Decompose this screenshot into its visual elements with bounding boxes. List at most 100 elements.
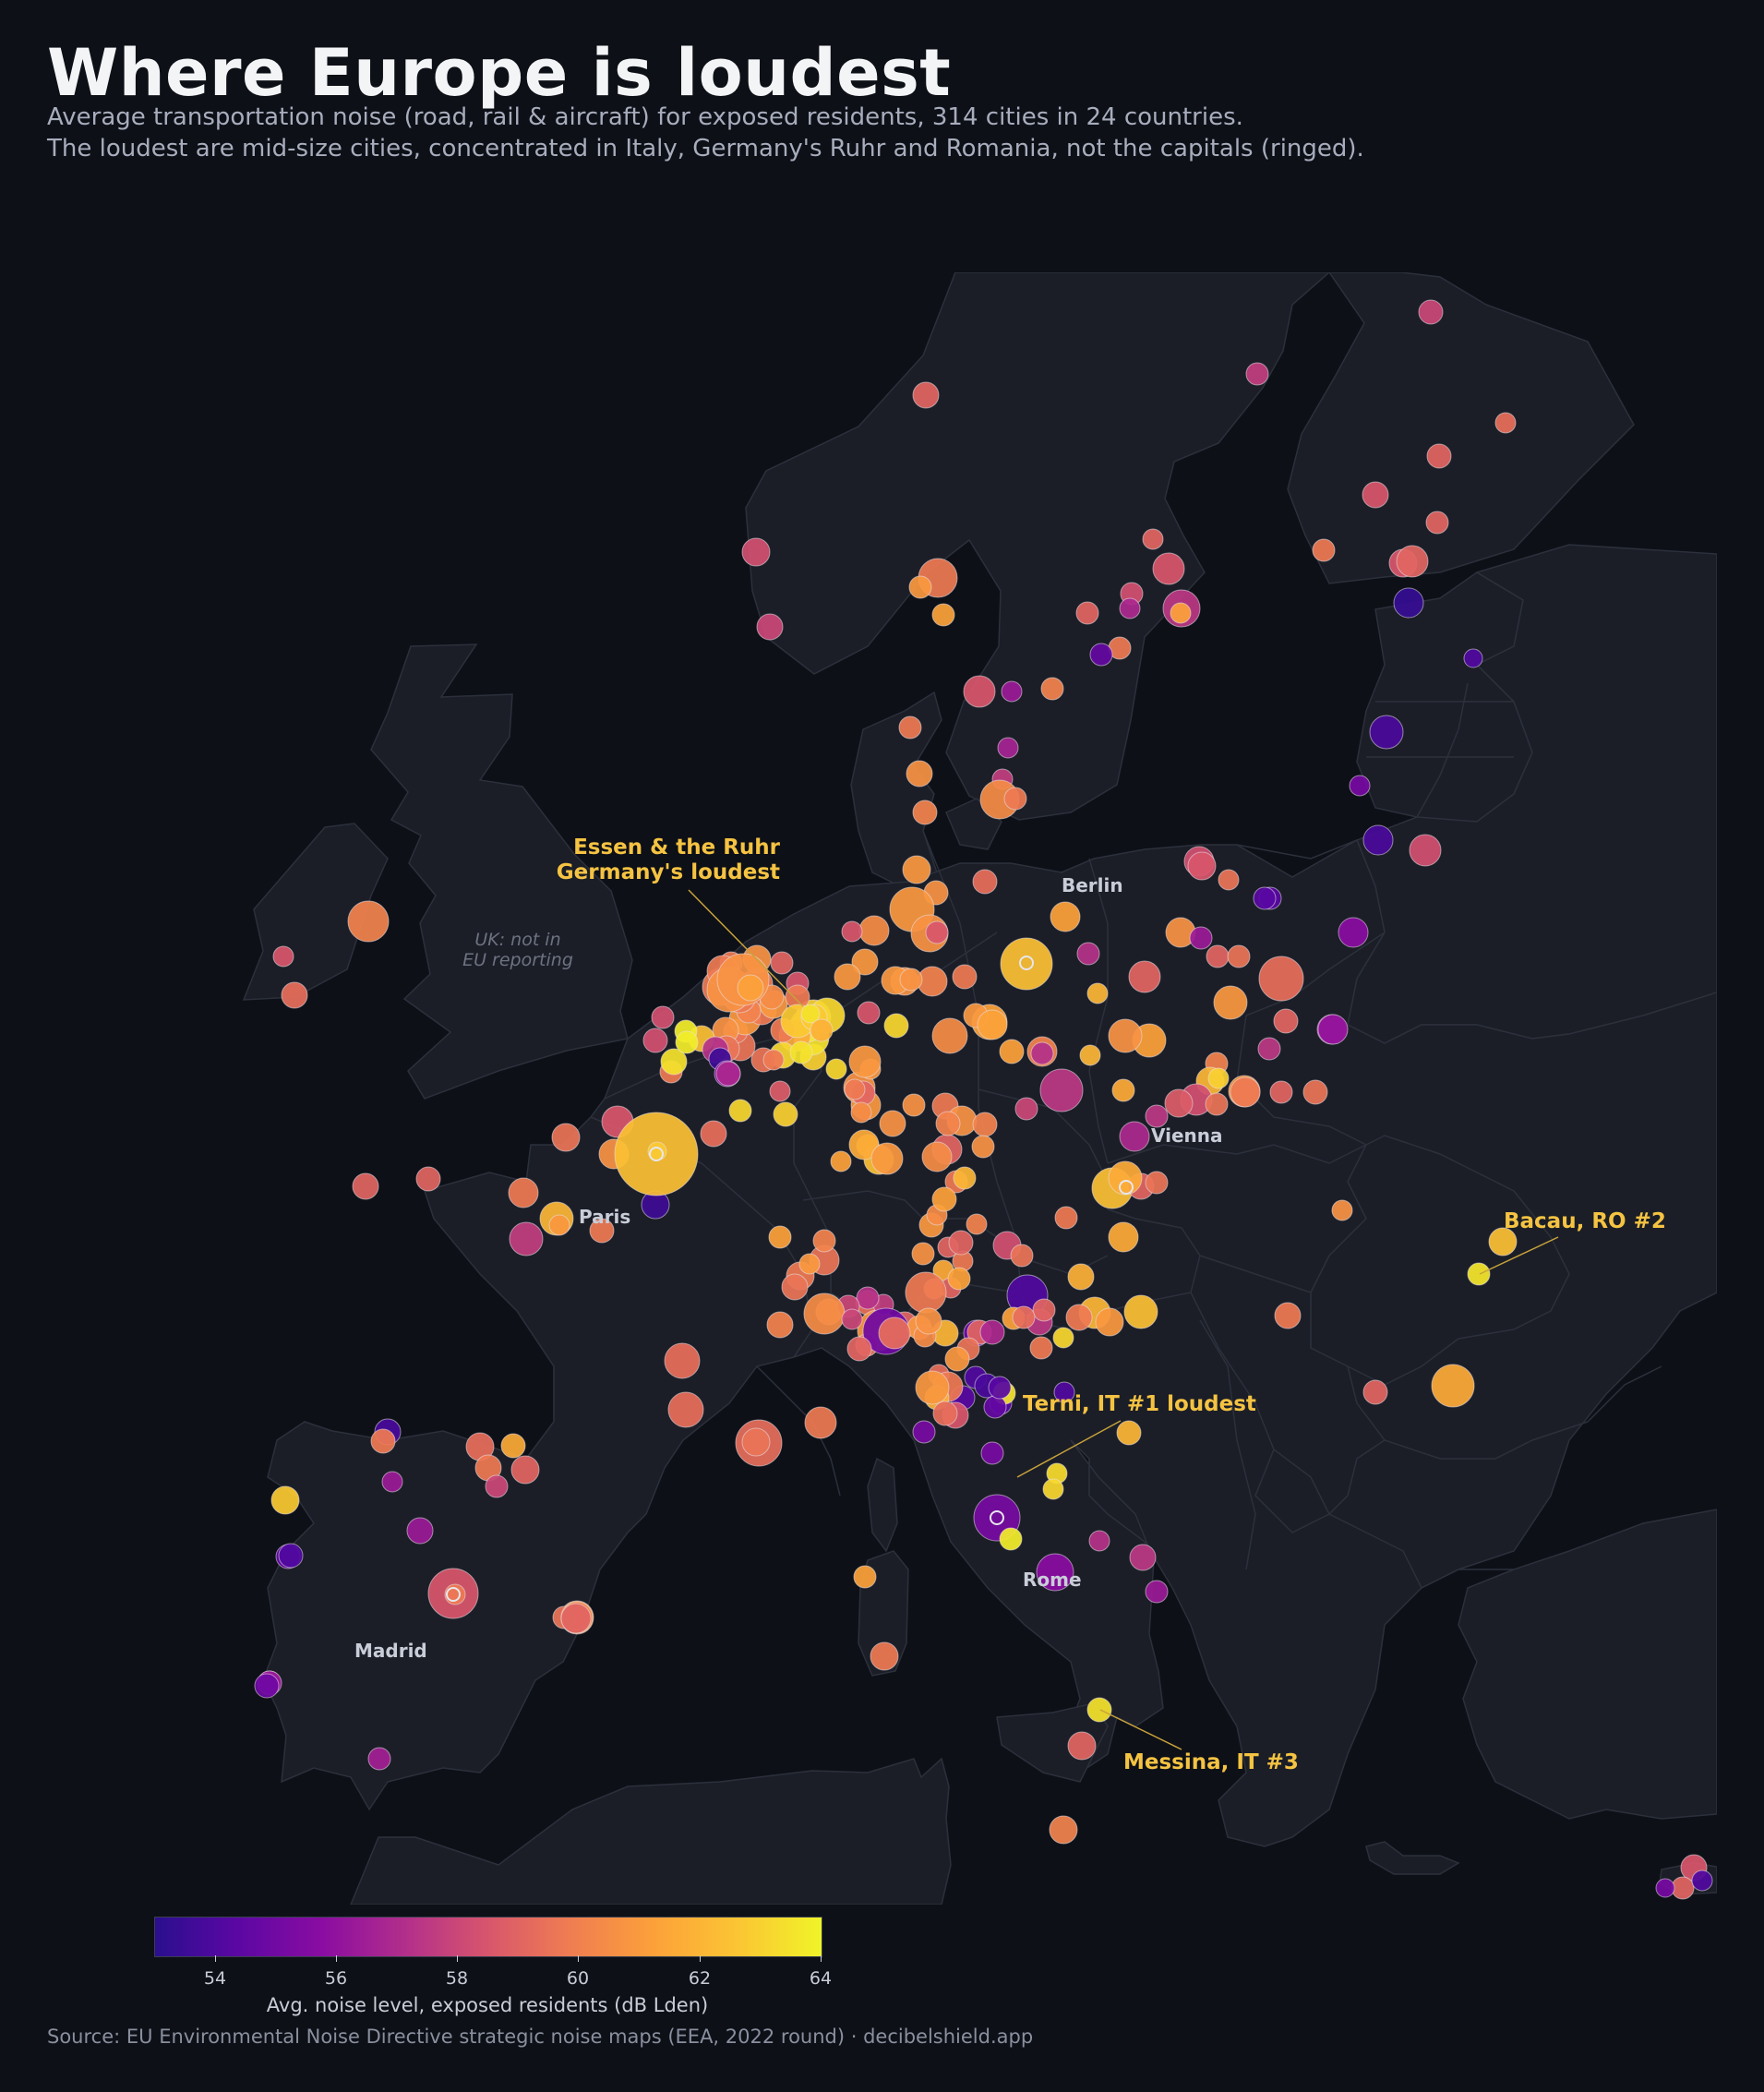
city-point bbox=[902, 1093, 926, 1117]
city-point bbox=[925, 920, 949, 944]
city-point bbox=[803, 1292, 846, 1335]
subtitle-line-2: The loudest are mid-size cities, concent… bbox=[47, 135, 1364, 162]
city-point bbox=[370, 1428, 396, 1454]
city-point bbox=[834, 963, 861, 991]
city-point bbox=[972, 1112, 998, 1137]
city-point bbox=[1207, 1067, 1230, 1089]
city-point bbox=[789, 1040, 813, 1064]
city-point bbox=[1418, 299, 1444, 325]
city-point bbox=[1227, 944, 1251, 968]
city-point bbox=[908, 575, 932, 599]
city-point bbox=[1119, 597, 1141, 619]
city-point bbox=[551, 1123, 581, 1152]
city-point bbox=[509, 1221, 544, 1256]
city-point bbox=[510, 1455, 540, 1485]
city-point bbox=[367, 1747, 391, 1771]
city-point bbox=[770, 951, 794, 975]
city-point bbox=[1067, 1731, 1097, 1761]
city-point bbox=[1245, 362, 1269, 386]
annotation-ruhr-line-1: Essen & the Ruhr bbox=[573, 836, 781, 860]
city-point bbox=[905, 1271, 947, 1314]
source-note: Source: EU Environmental Noise Directive… bbox=[47, 2026, 1034, 2048]
city-point bbox=[1258, 956, 1304, 1002]
city-point bbox=[660, 1048, 688, 1076]
city-point bbox=[870, 1142, 904, 1175]
colorbar-tick-label: 54 bbox=[203, 1968, 227, 1989]
city-point bbox=[589, 1218, 615, 1244]
city-point bbox=[1108, 1221, 1139, 1253]
city-point bbox=[1317, 1014, 1349, 1045]
city-point bbox=[851, 948, 879, 976]
city-point bbox=[1206, 944, 1230, 968]
city-point bbox=[1089, 643, 1113, 667]
city-point bbox=[675, 1030, 699, 1054]
city-point bbox=[1431, 1364, 1475, 1408]
city-point bbox=[879, 1110, 906, 1137]
land-sicily bbox=[996, 1702, 1109, 1783]
city-point bbox=[1142, 528, 1164, 550]
city-point bbox=[932, 1401, 958, 1426]
city-point bbox=[1369, 715, 1404, 750]
land-layer bbox=[242, 272, 1717, 1905]
capital-ring bbox=[1119, 1180, 1134, 1195]
city-point bbox=[1691, 1870, 1713, 1892]
city-point bbox=[1145, 1171, 1169, 1195]
city-point bbox=[979, 1319, 1005, 1345]
uk-note-line-2: EU reporting bbox=[462, 950, 573, 970]
city-point bbox=[741, 537, 771, 567]
land-scandinavia bbox=[745, 272, 1331, 821]
subtitle-line-1: Average transportation noise (road, rail… bbox=[47, 103, 1243, 131]
city-point bbox=[963, 675, 996, 708]
city-point bbox=[912, 1420, 936, 1444]
city-point bbox=[1086, 982, 1109, 1004]
annotation-ruhr-line-2: Germany's loudest bbox=[557, 860, 780, 884]
city-point bbox=[1331, 1199, 1353, 1221]
city-point bbox=[1010, 1244, 1034, 1268]
city-point bbox=[804, 1406, 837, 1439]
land-corsica bbox=[867, 1457, 898, 1553]
colorbar-tick-label: 58 bbox=[445, 1968, 469, 1989]
city-point bbox=[878, 1317, 911, 1350]
city-point bbox=[1230, 1076, 1261, 1108]
city-point bbox=[381, 1471, 403, 1493]
city-point bbox=[850, 1101, 872, 1124]
city-point bbox=[1253, 886, 1277, 910]
city-point bbox=[870, 1641, 899, 1671]
city-point bbox=[1170, 602, 1192, 624]
land-north-africa bbox=[350, 1757, 952, 1905]
city-point bbox=[977, 1009, 1008, 1040]
city-point bbox=[1362, 481, 1389, 509]
city-point bbox=[980, 1441, 1004, 1465]
city-point bbox=[948, 1230, 974, 1256]
city-point bbox=[1111, 1078, 1135, 1102]
colorbar bbox=[154, 1917, 822, 1957]
capital-ring bbox=[649, 1147, 664, 1161]
city-point bbox=[858, 915, 890, 946]
colorbar-tick-label: 56 bbox=[324, 1968, 348, 1989]
city-point bbox=[1145, 1580, 1169, 1604]
land-anatolia bbox=[1458, 1509, 1717, 1820]
colorbar-tickmark bbox=[215, 1955, 216, 1962]
city-point bbox=[769, 1080, 791, 1102]
city-point bbox=[944, 1346, 970, 1372]
land-denmark bbox=[850, 691, 942, 887]
capital-label-madrid: Madrid bbox=[354, 1640, 427, 1662]
city-point bbox=[1362, 1379, 1388, 1405]
city-point bbox=[971, 1135, 995, 1159]
city-point bbox=[899, 968, 923, 992]
city-point bbox=[915, 1307, 942, 1335]
colorbar-tick-label: 60 bbox=[566, 1968, 590, 1989]
city-point bbox=[1088, 1530, 1110, 1552]
city-point bbox=[1349, 775, 1371, 797]
city-point bbox=[906, 760, 933, 788]
city-point bbox=[830, 1150, 852, 1172]
city-point bbox=[800, 1004, 821, 1024]
colorbar-tickmark bbox=[700, 1955, 701, 1962]
city-point bbox=[406, 1517, 434, 1545]
city-point bbox=[1042, 1478, 1064, 1500]
city-point bbox=[1218, 869, 1240, 891]
city-point bbox=[857, 1001, 881, 1025]
capital-label-rome: Rome bbox=[1023, 1569, 1082, 1591]
capital-label-vienna: Vienna bbox=[1151, 1124, 1223, 1147]
colorbar-tickmark bbox=[457, 1955, 458, 1962]
